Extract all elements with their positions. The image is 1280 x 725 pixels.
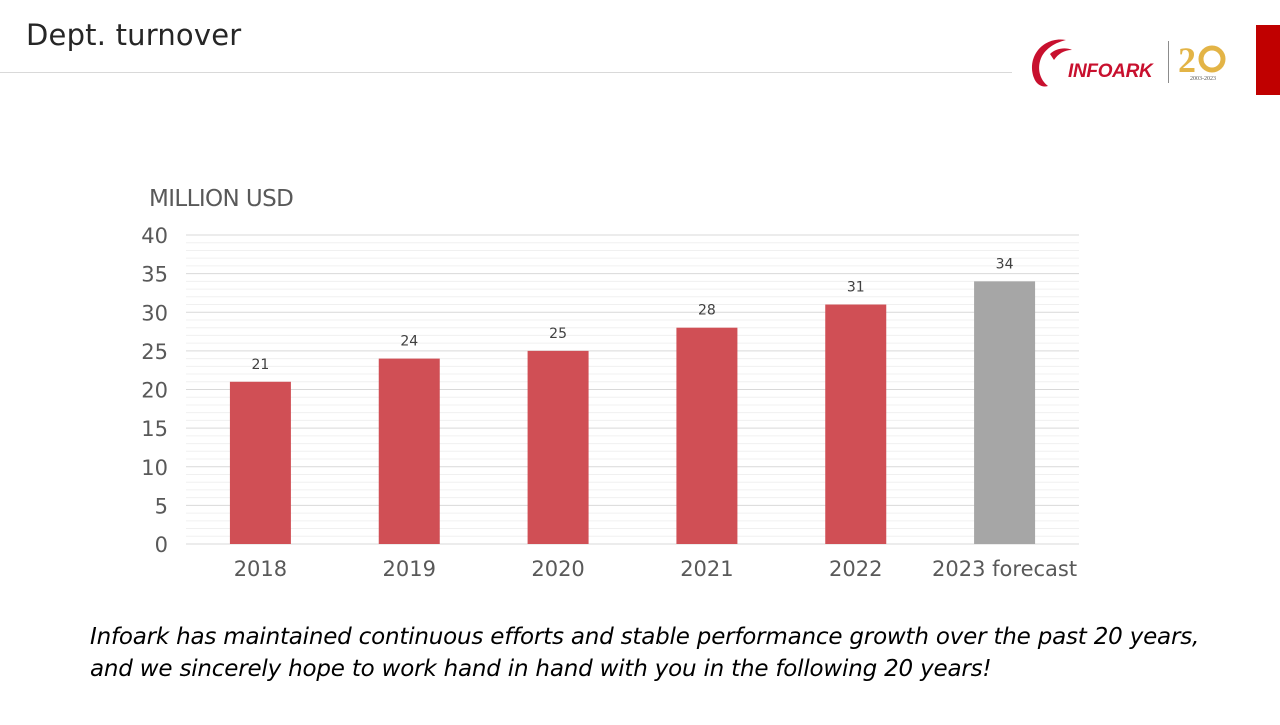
anniversary-20-icon: 2 bbox=[1178, 40, 1226, 78]
bar-2023-forecast bbox=[974, 281, 1036, 544]
bar-2018 bbox=[229, 381, 291, 544]
y-axis-ticks: 0 5 10 15 20 25 30 35 40 bbox=[141, 224, 168, 557]
x-tick-label: 2020 bbox=[531, 557, 584, 581]
y-axis-unit-label: MILLION USD bbox=[149, 186, 294, 212]
y-tick-label: 5 bbox=[155, 494, 168, 518]
company-logo: INFOARK 2 2003-2023 bbox=[1026, 34, 1236, 94]
slide-title: Dept. turnover bbox=[26, 18, 242, 52]
y-tick-label: 0 bbox=[155, 533, 168, 557]
y-tick-label: 10 bbox=[141, 456, 168, 480]
gridlines bbox=[186, 234, 1079, 545]
y-tick-label: 25 bbox=[141, 340, 168, 364]
x-axis-ticks: 2018 2019 2020 2021 2022 2023 forecast bbox=[234, 557, 1077, 581]
x-tick-label: 2022 bbox=[829, 557, 882, 581]
bar-2022 bbox=[825, 304, 887, 544]
bar-2021 bbox=[676, 327, 738, 544]
data-label: 21 bbox=[252, 357, 270, 373]
x-tick-label: 2023 forecast bbox=[932, 557, 1077, 581]
y-tick-label: 40 bbox=[141, 224, 168, 248]
title-divider bbox=[0, 72, 1012, 73]
x-tick-label: 2021 bbox=[680, 557, 733, 581]
logo-divider bbox=[1168, 41, 1169, 83]
bars bbox=[229, 281, 1036, 544]
logo-wordmark: INFOARK bbox=[1068, 61, 1153, 82]
y-tick-label: 15 bbox=[141, 417, 168, 441]
y-tick-label: 35 bbox=[141, 263, 168, 287]
infoark-swoosh-icon bbox=[1032, 39, 1072, 87]
bar-2020 bbox=[527, 350, 589, 544]
x-tick-label: 2019 bbox=[383, 557, 436, 581]
svg-text:2: 2 bbox=[1178, 40, 1196, 78]
data-label: 34 bbox=[996, 256, 1014, 272]
data-label: 25 bbox=[549, 326, 567, 342]
data-labels: 21 24 25 28 31 34 bbox=[252, 256, 1014, 372]
x-tick-label: 2018 bbox=[234, 557, 287, 581]
data-label: 31 bbox=[847, 280, 865, 296]
y-tick-label: 20 bbox=[141, 379, 168, 403]
red-corner-tab bbox=[1256, 25, 1280, 95]
data-label: 28 bbox=[698, 303, 716, 319]
anniversary-years: 2003-2023 bbox=[1190, 76, 1216, 82]
data-label: 24 bbox=[400, 334, 418, 350]
bar-2019 bbox=[378, 358, 440, 544]
footer-statement: Infoark has maintained continuous effort… bbox=[90, 624, 1200, 682]
y-tick-label: 30 bbox=[141, 301, 168, 325]
